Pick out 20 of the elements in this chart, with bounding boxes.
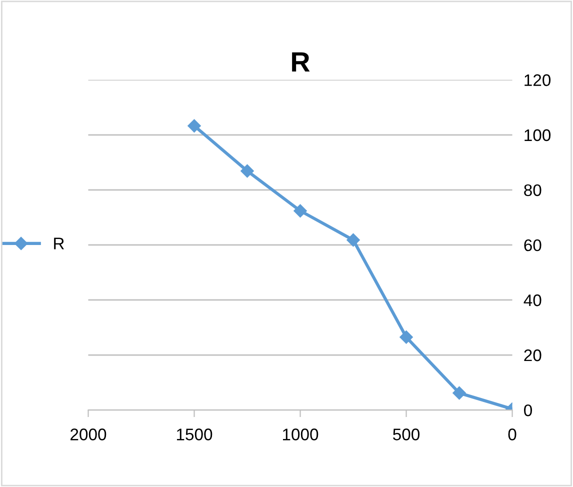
x-tick-label: 1500 (176, 428, 212, 440)
y-tick-label: 20 (524, 349, 542, 362)
point (240, 164, 254, 178)
point (452, 386, 466, 400)
x-tick-label: 500 (393, 428, 420, 440)
chart-title: R (292, 52, 310, 72)
y-tick-label: 40 (524, 294, 542, 306)
legend-label: R (54, 238, 64, 250)
y-tick-label: 80 (524, 184, 542, 196)
x-tick-label: 0 (508, 428, 516, 440)
point (346, 233, 360, 247)
x-tick-label: 1000 (282, 428, 318, 440)
point (294, 204, 307, 218)
y-tick-label: 120 (524, 74, 551, 86)
y-tick-label: 60 (524, 239, 542, 252)
point (400, 330, 413, 344)
point (188, 119, 201, 132)
x-tick-label: 2000 (70, 428, 106, 440)
y-tick-label: 100 (524, 129, 551, 142)
y-tick-label: 0 (524, 404, 532, 416)
